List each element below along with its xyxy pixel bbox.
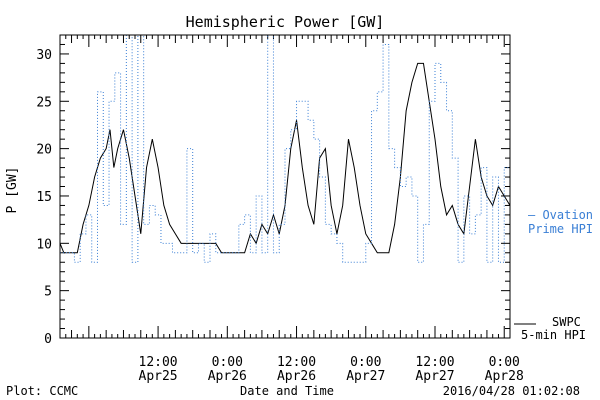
plot-frame — [59, 34, 511, 339]
x-tick-date-label: Apr26 — [208, 369, 247, 384]
x-tick-date-label: Apr27 — [415, 369, 454, 384]
x-tick-time-label: 0:00 — [212, 355, 243, 370]
legend-swpc: SWPC 5-min HPI — [514, 315, 586, 342]
series-layer — [59, 34, 511, 263]
y-tick-label: 20 — [36, 143, 52, 158]
y-tick-label: 25 — [36, 95, 52, 110]
y-axis: 0 5 10 15 20 25 30 — [36, 34, 510, 347]
plot-timestamp: 2016/04/28 01:02:08 — [443, 384, 580, 398]
legend-ovation-line1: — Ovation — [528, 208, 593, 222]
x-axis: 12:00Apr250:00Apr2612:00Apr260:00Apr2712… — [59, 35, 524, 384]
x-tick-time-label: 12:00 — [415, 355, 454, 370]
series-swpc-5min-hpi — [59, 62, 511, 254]
chart-title: Hemispheric Power [GW] — [186, 13, 385, 31]
y-tick-label: 5 — [44, 285, 52, 300]
legend-swpc-line2: 5-min HPI — [521, 328, 586, 342]
series-ovation-prime-hpi — [60, 34, 511, 263]
x-tick-time-label: 12:00 — [277, 355, 316, 370]
legend-ovation: — Ovation Prime HPI — [528, 208, 593, 236]
x-axis-label: Date and Time — [240, 384, 334, 398]
y-axis-label: P [GW] — [5, 167, 20, 214]
x-tick-date-label: Apr27 — [346, 369, 385, 384]
x-tick-time-label: 12:00 — [139, 355, 178, 370]
y-tick-label: 10 — [36, 237, 52, 252]
x-tick-time-label: 0:00 — [489, 355, 520, 370]
x-tick-date-label: Apr28 — [485, 369, 524, 384]
y-tick-label: 15 — [36, 190, 52, 205]
x-tick-date-label: Apr26 — [277, 369, 316, 384]
plot-credit: Plot: CCMC — [6, 384, 78, 398]
x-tick-date-label: Apr25 — [139, 369, 178, 384]
y-tick-label: 0 — [44, 332, 52, 347]
legend-ovation-line2: Prime HPI — [528, 222, 593, 236]
y-tick-label: 30 — [36, 48, 52, 63]
x-tick-time-label: 0:00 — [350, 355, 381, 370]
legend-swpc-line1: SWPC — [552, 315, 581, 329]
